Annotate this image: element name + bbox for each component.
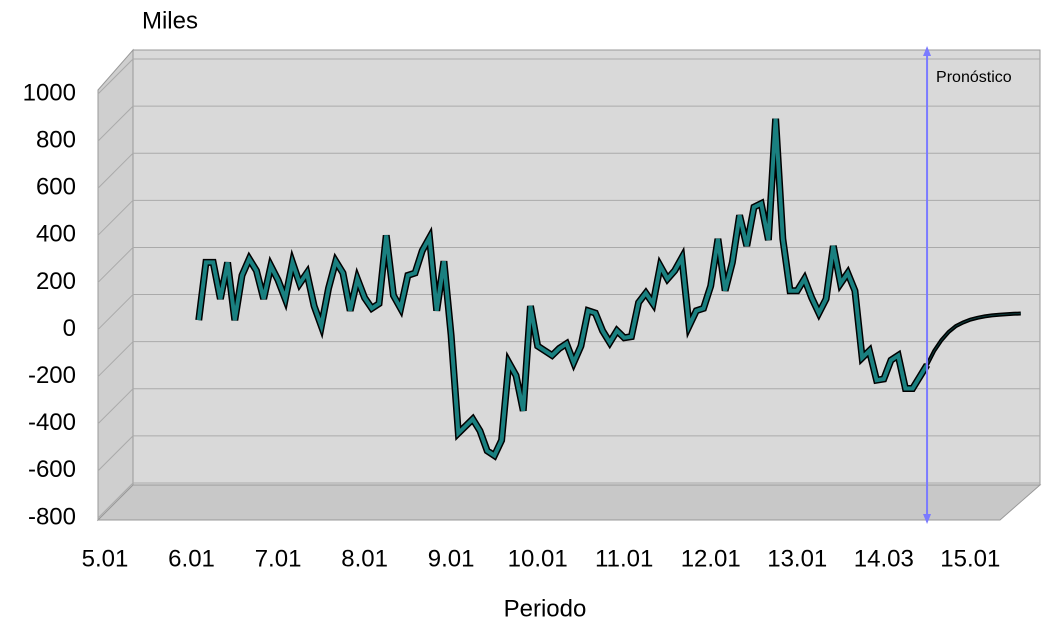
x-tick-label: 14.03: [854, 545, 914, 572]
y-tick-label: 600: [36, 174, 76, 201]
y-axis-label: Miles: [142, 7, 198, 34]
floor: [96, 484, 1042, 521]
x-tick-label: 10.01: [508, 545, 568, 572]
y-tick-label: 1000: [23, 79, 76, 106]
grid-line: [97, 199, 134, 236]
grid-line: [97, 388, 134, 425]
y-tick-label: 0: [63, 315, 76, 342]
x-tick-label: 13.01: [767, 545, 827, 572]
line: [196, 118, 929, 459]
grid-line: [97, 482, 134, 519]
grid-line: [97, 152, 134, 189]
y-tick-label: 200: [36, 268, 76, 295]
x-tick-label: 12.01: [681, 545, 741, 572]
y-tick-label: 400: [36, 221, 76, 248]
forecast-label: Pronóstico: [936, 69, 1012, 86]
arrow-head: [923, 46, 932, 56]
grid-line: [97, 58, 134, 95]
x-tick-label: 5.01: [82, 545, 129, 572]
x-tick-label: 6.01: [168, 545, 215, 572]
x-tick-label: 11.01: [595, 545, 653, 572]
line: [926, 313, 1021, 366]
x-axis-label: Periodo: [504, 595, 587, 622]
x-tick-label: 9.01: [428, 545, 475, 572]
grid-line: [97, 247, 134, 283]
grid-line: [97, 341, 134, 378]
grid-line: [97, 294, 134, 330]
y-tick-label: -800: [28, 503, 76, 530]
grid-line: [97, 435, 134, 472]
y-tick-label: -200: [28, 362, 76, 389]
y-tick-label: 800: [36, 126, 76, 153]
x-tick-label: 15.01: [940, 545, 1000, 572]
x-tick-label: 7.01: [255, 545, 302, 572]
x-tick-label: 8.01: [341, 545, 388, 572]
y-tick-label: -400: [28, 409, 76, 436]
side-wall: [97, 48, 134, 522]
grid-line: [97, 105, 134, 142]
arrow-head: [923, 514, 932, 524]
y-tick-label: -600: [28, 456, 76, 483]
